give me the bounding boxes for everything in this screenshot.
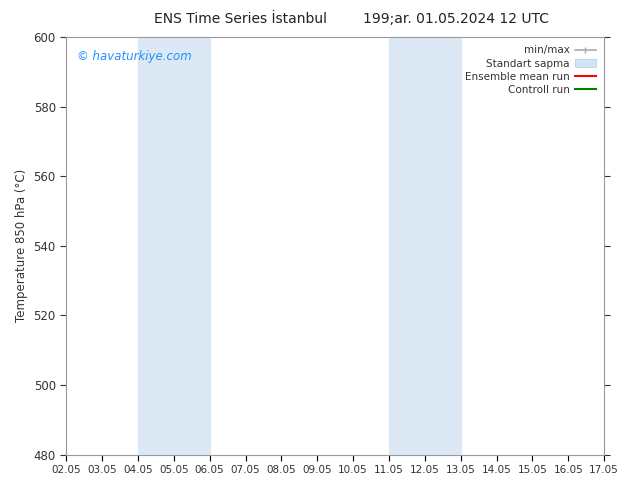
- Legend: min/max, Standart sapma, Ensemble mean run, Controll run: min/max, Standart sapma, Ensemble mean r…: [462, 42, 599, 98]
- Text: ENS Time Series İstanbul: ENS Time Series İstanbul: [155, 12, 327, 26]
- Text: © havaturkiye.com: © havaturkiye.com: [77, 49, 191, 63]
- Bar: [389, 37, 461, 455]
- Bar: [138, 37, 210, 455]
- Text: 199;ar. 01.05.2024 12 UTC: 199;ar. 01.05.2024 12 UTC: [363, 12, 550, 26]
- Y-axis label: Temperature 850 hPa (°C): Temperature 850 hPa (°C): [15, 169, 28, 322]
